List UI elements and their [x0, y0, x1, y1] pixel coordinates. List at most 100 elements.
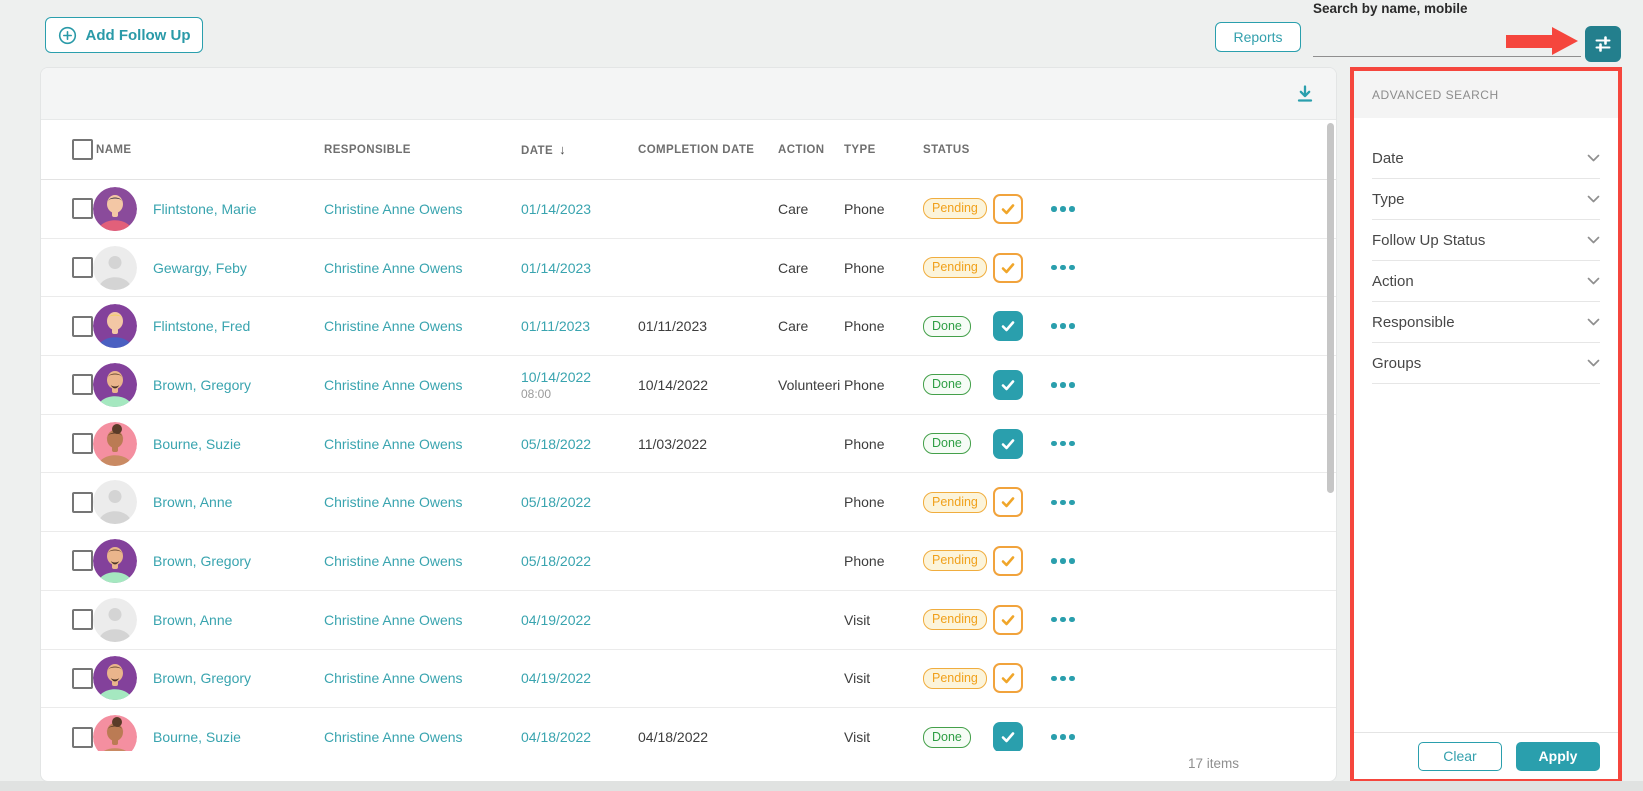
responsible-link[interactable]: Christine Anne Owens — [324, 200, 463, 217]
menu-dot — [1069, 264, 1075, 271]
name-link[interactable]: Brown, Gregory — [153, 670, 252, 687]
table-vertical-scrollbar[interactable] — [1327, 123, 1334, 493]
mark-done-button[interactable] — [993, 252, 1023, 283]
filter-section-label: Type — [1372, 190, 1405, 208]
download-icon[interactable] — [1294, 83, 1316, 105]
name-link[interactable]: Brown, Gregory — [153, 376, 252, 393]
mark-done-button[interactable] — [993, 604, 1023, 635]
responsible-link[interactable]: Christine Anne Owens — [324, 435, 463, 452]
row-checkbox[interactable] — [72, 609, 93, 631]
mark-done-button[interactable] — [993, 428, 1023, 459]
filter-section-label: Action — [1372, 272, 1414, 290]
header-cell-date[interactable]: DATE ↓ — [521, 142, 638, 157]
date-link[interactable]: 05/18/2022 — [521, 435, 592, 452]
menu-dot — [1051, 323, 1057, 329]
row-checkbox[interactable] — [72, 374, 93, 396]
responsible-link[interactable]: Christine Anne Owens — [324, 611, 463, 628]
date-link[interactable]: 04/18/2022 — [521, 729, 592, 746]
name-link[interactable]: Brown, Gregory — [153, 552, 252, 569]
row-menu-button[interactable] — [1051, 616, 1075, 623]
row-checkbox[interactable] — [72, 315, 93, 337]
date-link[interactable]: 01/14/2023 — [521, 259, 592, 276]
cell-status: Pending — [923, 257, 993, 279]
row-menu-button[interactable] — [1051, 558, 1075, 564]
mark-done-button[interactable] — [993, 193, 1023, 224]
apply-button[interactable]: Apply — [1516, 741, 1600, 771]
mark-done-button[interactable] — [993, 487, 1023, 518]
clear-button[interactable]: Clear — [1418, 741, 1502, 771]
name-link[interactable]: Brown, Anne — [153, 611, 233, 628]
avatar — [93, 715, 137, 751]
row-menu-button[interactable] — [1051, 264, 1075, 271]
header-cell-action[interactable]: ACTION — [778, 144, 844, 156]
menu-dot — [1069, 734, 1075, 740]
date-link[interactable]: 04/19/2022 — [521, 611, 592, 628]
mark-done-button[interactable] — [993, 311, 1023, 342]
add-follow-up-label: Add Follow Up — [85, 26, 191, 44]
filter-section-action[interactable]: Action — [1372, 261, 1600, 302]
name-link[interactable]: Flintstone, Marie — [153, 200, 257, 217]
responsible-link[interactable]: Christine Anne Owens — [324, 552, 463, 569]
select-all-checkbox[interactable] — [72, 139, 93, 160]
responsible-link[interactable]: Christine Anne Owens — [324, 729, 463, 746]
filter-section-follow-up-status[interactable]: Follow Up Status — [1372, 220, 1600, 261]
add-follow-up-button[interactable]: Add Follow Up — [45, 17, 203, 53]
header-cell-completion-date[interactable]: COMPLETION DATE — [638, 144, 778, 156]
filter-section-date[interactable]: Date — [1372, 138, 1600, 179]
filter-section-responsible[interactable]: Responsible — [1372, 302, 1600, 343]
chevron-down-icon — [1587, 318, 1600, 326]
date-link[interactable]: 01/14/2023 — [521, 200, 592, 217]
row-checkbox[interactable] — [72, 491, 93, 513]
row-menu-button[interactable] — [1051, 382, 1075, 388]
row-checkbox[interactable] — [72, 726, 93, 748]
responsible-link[interactable]: Christine Anne Owens — [324, 318, 463, 335]
date-link[interactable]: 10/14/2022 — [521, 368, 592, 385]
reports-button[interactable]: Reports — [1215, 22, 1301, 52]
cell-avatar — [93, 304, 153, 349]
row-menu-button[interactable] — [1051, 499, 1075, 506]
date-link[interactable]: 05/18/2022 — [521, 552, 592, 569]
annotation-arrow — [1506, 27, 1578, 56]
filter-section-groups[interactable]: Groups — [1372, 343, 1600, 384]
header-cell-status[interactable]: STATUS — [923, 144, 993, 156]
header-cell-type[interactable]: TYPE — [844, 144, 923, 156]
sort-desc-icon: ↓ — [559, 142, 566, 157]
header-cell-responsible[interactable]: RESPONSIBLE — [324, 144, 521, 156]
name-link[interactable]: Gewargy, Feby — [153, 259, 247, 276]
name-link[interactable]: Flintstone, Fred — [153, 318, 251, 335]
mark-done-button[interactable] — [993, 663, 1023, 694]
date-link[interactable]: 05/18/2022 — [521, 494, 592, 511]
filter-section-type[interactable]: Type — [1372, 179, 1600, 220]
row-menu-button[interactable] — [1051, 440, 1075, 447]
row-menu-button[interactable] — [1051, 206, 1075, 212]
header-cell-name[interactable]: NAME — [93, 144, 324, 156]
responsible-link[interactable]: Christine Anne Owens — [324, 670, 463, 687]
responsible-link[interactable]: Christine Anne Owens — [324, 494, 463, 511]
cell-status: Pending — [923, 609, 993, 631]
row-menu-button[interactable] — [1051, 734, 1075, 740]
horizontal-scrollbar-track[interactable] — [0, 781, 1643, 791]
responsible-link[interactable]: Christine Anne Owens — [324, 259, 463, 276]
row-checkbox[interactable] — [72, 257, 93, 279]
row-menu-button[interactable] — [1051, 323, 1075, 329]
date-link[interactable]: 01/11/2023 — [521, 318, 591, 335]
date-link[interactable]: 04/19/2022 — [521, 670, 592, 687]
menu-dot — [1060, 206, 1066, 212]
name-link[interactable]: Bourne, Suzie — [153, 435, 241, 452]
mark-done-button[interactable] — [993, 722, 1023, 751]
mark-done-button[interactable] — [993, 369, 1023, 400]
status-badge: Pending — [923, 491, 987, 513]
cell-mark-done — [993, 428, 1051, 459]
advanced-search-toggle-button[interactable] — [1585, 26, 1621, 62]
name-link[interactable]: Brown, Anne — [153, 494, 233, 511]
mark-done-button[interactable] — [993, 545, 1023, 576]
row-checkbox[interactable] — [72, 433, 93, 455]
cell-avatar — [93, 538, 153, 583]
row-checkbox[interactable] — [72, 198, 93, 220]
row-checkbox[interactable] — [72, 667, 93, 689]
name-link[interactable]: Bourne, Suzie — [153, 729, 241, 746]
filter-section-label: Date — [1372, 149, 1404, 167]
row-checkbox[interactable] — [72, 550, 93, 572]
row-menu-button[interactable] — [1051, 675, 1075, 682]
responsible-link[interactable]: Christine Anne Owens — [324, 376, 463, 393]
